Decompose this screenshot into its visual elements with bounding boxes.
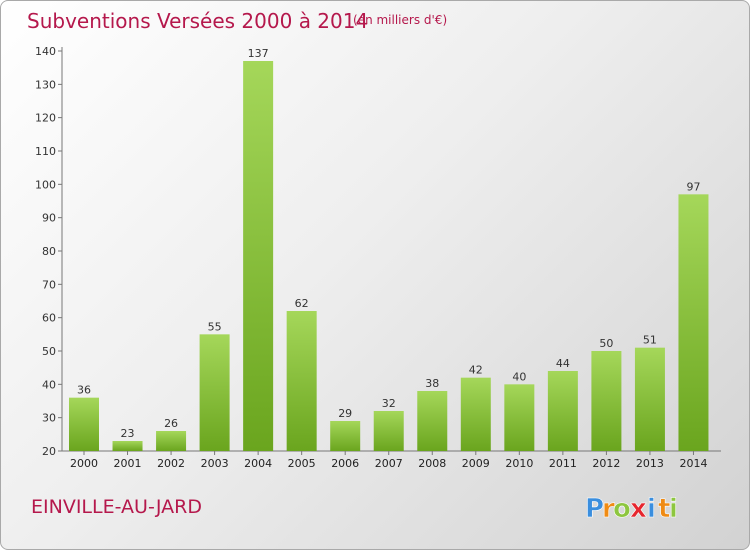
bar (69, 397, 99, 451)
bar-value-label: 36 (77, 384, 91, 397)
y-tick-label: 110 (35, 145, 56, 158)
chart-bars (69, 61, 709, 452)
y-tick-label: 80 (42, 245, 56, 258)
bar-value-label: 62 (295, 297, 309, 310)
y-tick-label: 40 (42, 378, 56, 391)
bar-value-label: 51 (643, 334, 657, 347)
bar-value-label: 55 (208, 320, 222, 333)
bar (634, 347, 665, 451)
x-tick-label: 2013 (636, 457, 664, 470)
bar (547, 371, 578, 451)
y-tick-label: 130 (35, 78, 56, 91)
bar-value-label: 42 (469, 364, 483, 377)
chart-axes: 20 30 40 50 60 70 80 90 100 110 120 130 140 (35, 45, 721, 458)
x-tick-label: 2002 (157, 457, 185, 470)
y-tick-label: 70 (42, 278, 56, 291)
bar (199, 334, 230, 451)
x-tick-label: 2010 (505, 457, 533, 470)
logo-letter: i (669, 494, 678, 524)
logo-letter: P (585, 494, 604, 524)
chart-title: Subventions Versées 2000 à 2014 (27, 9, 369, 33)
bar (591, 351, 622, 451)
bar-value-label: 97 (686, 180, 700, 193)
y-tick-label: 120 (35, 112, 56, 125)
logo-letter: x (630, 494, 647, 524)
y-tick-label: 90 (42, 212, 56, 225)
bar (373, 411, 404, 451)
y-tick-label: 20 (42, 445, 56, 458)
x-tick-label: 2005 (288, 457, 316, 470)
logo-letter: o (613, 494, 631, 524)
bar-value-label: 38 (425, 377, 439, 390)
y-tick-label: 30 (42, 412, 56, 425)
x-tick-label: 2004 (244, 457, 272, 470)
logo-letter: t (658, 494, 670, 524)
y-tick-label: 60 (42, 312, 56, 325)
x-tick-label: 2009 (462, 457, 490, 470)
logo-letter: r (602, 494, 615, 524)
bar (460, 377, 491, 451)
bar (156, 431, 187, 451)
proxiti-logo: Pro x i ti (585, 494, 679, 524)
bar-value-label: 23 (121, 427, 135, 440)
x-tick-label: 2012 (592, 457, 620, 470)
bar (330, 421, 361, 451)
x-tick-label: 2006 (331, 457, 359, 470)
bar (286, 311, 317, 451)
x-tick-label: 2000 (70, 457, 98, 470)
bar (417, 391, 448, 451)
bar (678, 194, 709, 452)
x-tick-label: 2007 (375, 457, 403, 470)
y-tick-label: 50 (42, 345, 56, 358)
bar-value-label: 50 (599, 337, 613, 350)
y-tick-label: 140 (35, 45, 56, 58)
bar-value-label: 44 (556, 357, 570, 370)
chart-labels: 36 2000 23 2001 26 2002 55 2003 137 2004 62 2005 29 2… (70, 47, 707, 470)
bar-value-label: 29 (338, 407, 352, 420)
logo-letter: i (647, 494, 656, 524)
x-tick-label: 2003 (201, 457, 229, 470)
bar (504, 384, 535, 451)
y-tick-label: 100 (35, 178, 56, 191)
x-tick-label: 2008 (418, 457, 446, 470)
chart-subtitle: (en milliers d'€) (353, 13, 448, 27)
bar-value-label: 32 (382, 397, 396, 410)
x-tick-label: 2011 (549, 457, 577, 470)
place-name: EINVILLE-AU-JARD (31, 496, 202, 518)
x-tick-label: 2014 (679, 457, 707, 470)
bar-value-label: 40 (512, 370, 526, 383)
bar (112, 441, 143, 451)
bar-value-label: 137 (248, 47, 269, 60)
bar (243, 61, 274, 451)
bar-value-label: 26 (164, 417, 178, 430)
x-tick-label: 2001 (114, 457, 142, 470)
